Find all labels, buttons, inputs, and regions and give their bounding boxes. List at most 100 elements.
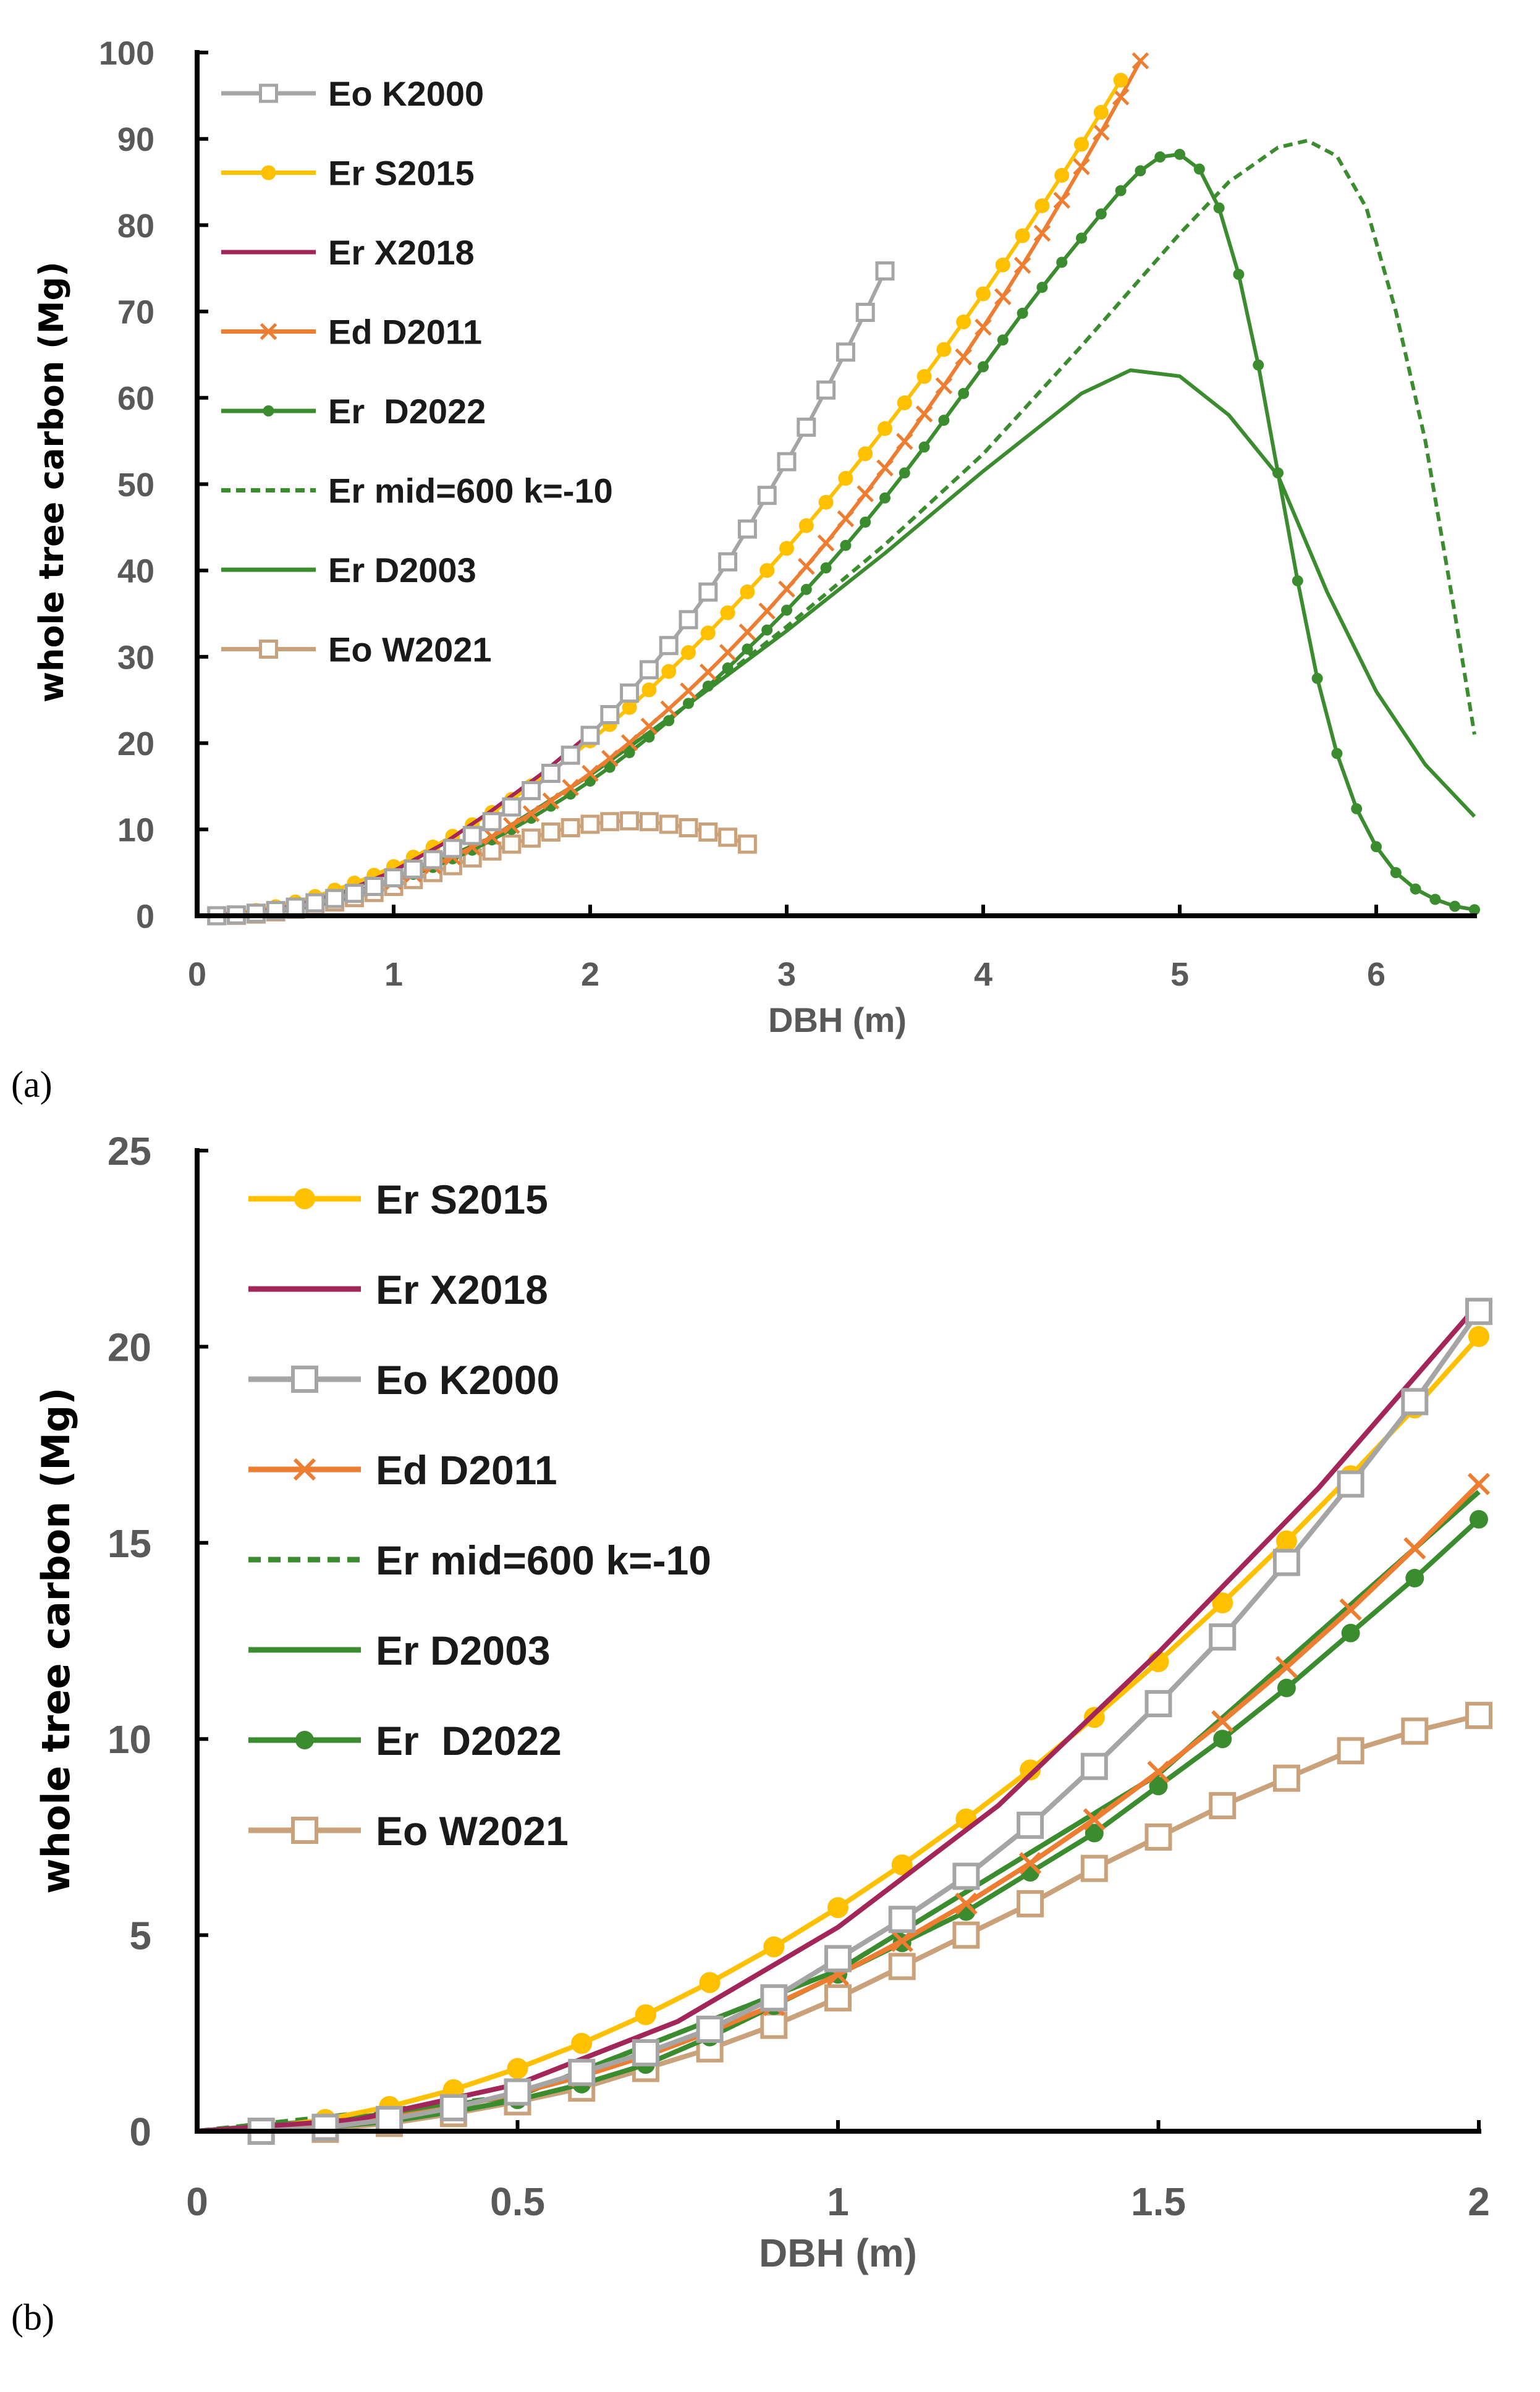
data-point bbox=[818, 494, 834, 510]
data-point bbox=[956, 315, 971, 330]
legend-item-er-d2003: Er D2003 bbox=[248, 1628, 551, 1673]
data-point bbox=[1311, 672, 1323, 684]
x-tick-label: 6 bbox=[1367, 956, 1386, 993]
data-point bbox=[562, 779, 579, 797]
data-point bbox=[827, 1897, 848, 1919]
data-point bbox=[758, 602, 776, 620]
data-point bbox=[781, 604, 792, 616]
data-point bbox=[698, 582, 718, 602]
data-point bbox=[404, 860, 423, 879]
data-point bbox=[483, 828, 501, 845]
y-tick-label: 5 bbox=[129, 1914, 151, 1958]
y-tick-label: 0 bbox=[136, 898, 154, 935]
data-point bbox=[1144, 1690, 1172, 1718]
data-point bbox=[1073, 158, 1090, 175]
data-point bbox=[718, 552, 738, 572]
data-point bbox=[659, 636, 679, 656]
x-tick-label: 0 bbox=[186, 2179, 208, 2224]
x-tick-label: 1 bbox=[384, 956, 403, 993]
data-point bbox=[698, 822, 718, 842]
data-point bbox=[1020, 1759, 1041, 1781]
data-point bbox=[561, 818, 580, 838]
data-point bbox=[643, 731, 655, 743]
legend-item-eo-w2021: Eo W2021 bbox=[248, 1808, 569, 1854]
data-point bbox=[482, 841, 502, 861]
legend-item-er-d2003: Er D2003 bbox=[221, 551, 476, 590]
data-point bbox=[1085, 1824, 1104, 1843]
data-point bbox=[976, 286, 991, 302]
legend-item-er-d2022: Er D2022 bbox=[221, 392, 486, 431]
data-point bbox=[311, 2113, 339, 2141]
data-point bbox=[855, 302, 875, 322]
x-axis-label-a: DBH (m) bbox=[768, 1000, 907, 1039]
data-point bbox=[1209, 1623, 1237, 1651]
data-point bbox=[580, 814, 600, 834]
data-point bbox=[1341, 1623, 1360, 1642]
data-point bbox=[700, 625, 716, 641]
legend-label: Er mid=600 k=-10 bbox=[376, 1537, 711, 1583]
legend-marker bbox=[295, 1731, 314, 1749]
data-point bbox=[1093, 124, 1110, 141]
data-point bbox=[522, 805, 540, 822]
data-point bbox=[1449, 900, 1461, 912]
data-point bbox=[679, 610, 698, 630]
data-point bbox=[915, 405, 933, 423]
legend-item-er-d2022: Er D2022 bbox=[248, 1718, 562, 1764]
data-point bbox=[1054, 167, 1070, 183]
data-point bbox=[462, 826, 482, 845]
data-point bbox=[1193, 163, 1205, 175]
panel-label-b: (b) bbox=[11, 2297, 54, 2338]
data-point bbox=[896, 433, 913, 450]
legend-item-er-s2015: Er S2015 bbox=[248, 1177, 548, 1222]
data-point bbox=[1401, 1717, 1429, 1745]
legend-item-eo-k2000: Eo K2000 bbox=[248, 1357, 559, 1403]
data-point bbox=[840, 539, 852, 551]
data-point bbox=[1253, 359, 1264, 371]
data-point bbox=[777, 452, 797, 471]
data-point bbox=[542, 792, 560, 809]
y-tick-label: 60 bbox=[117, 380, 154, 417]
y-axis-label-a: whole tree carbon (Mg) bbox=[32, 261, 71, 703]
data-point bbox=[778, 580, 795, 598]
data-point bbox=[364, 877, 384, 897]
y-tick-label: 10 bbox=[108, 1717, 151, 1762]
data-point bbox=[897, 395, 912, 410]
data-point bbox=[600, 812, 620, 832]
legend-marker bbox=[294, 1188, 315, 1209]
data-point bbox=[522, 780, 541, 800]
data-point bbox=[663, 715, 675, 727]
data-point bbox=[620, 683, 640, 703]
data-point bbox=[888, 1953, 916, 1980]
data-point bbox=[1410, 883, 1421, 895]
data-point bbox=[1429, 894, 1441, 905]
data-point bbox=[1233, 269, 1245, 281]
data-point bbox=[384, 868, 404, 888]
data-point bbox=[344, 884, 364, 903]
data-point bbox=[502, 797, 522, 817]
data-point bbox=[1331, 748, 1343, 759]
data-point bbox=[439, 2094, 467, 2121]
data-point bbox=[1292, 575, 1303, 586]
data-point bbox=[737, 834, 757, 854]
data-point bbox=[935, 377, 953, 395]
y-tick-label: 50 bbox=[117, 467, 154, 504]
legend-marker bbox=[293, 1458, 316, 1481]
legend: Er S2015 Er X2018 Eo K2000 Ed D2011 Er mid=6… bbox=[248, 1177, 711, 1854]
data-point bbox=[760, 1984, 788, 2012]
data-point bbox=[1144, 1823, 1172, 1851]
legend-item-ed-d2011: Ed D2011 bbox=[221, 313, 482, 352]
legend-label: Eo K2000 bbox=[328, 74, 484, 113]
data-point bbox=[1132, 52, 1149, 70]
data-point bbox=[1209, 1792, 1237, 1820]
data-point bbox=[600, 704, 620, 724]
data-point bbox=[1468, 1325, 1489, 1347]
legend-item-er-mid-600-k-10: Er mid=600 k=-10 bbox=[221, 471, 613, 510]
data-point bbox=[1272, 467, 1284, 479]
data-point bbox=[376, 2105, 404, 2133]
data-point bbox=[918, 441, 930, 453]
data-point bbox=[1033, 224, 1051, 242]
data-point bbox=[1337, 1737, 1364, 1765]
data-point bbox=[1465, 1298, 1492, 1325]
data-point bbox=[824, 1945, 852, 1972]
